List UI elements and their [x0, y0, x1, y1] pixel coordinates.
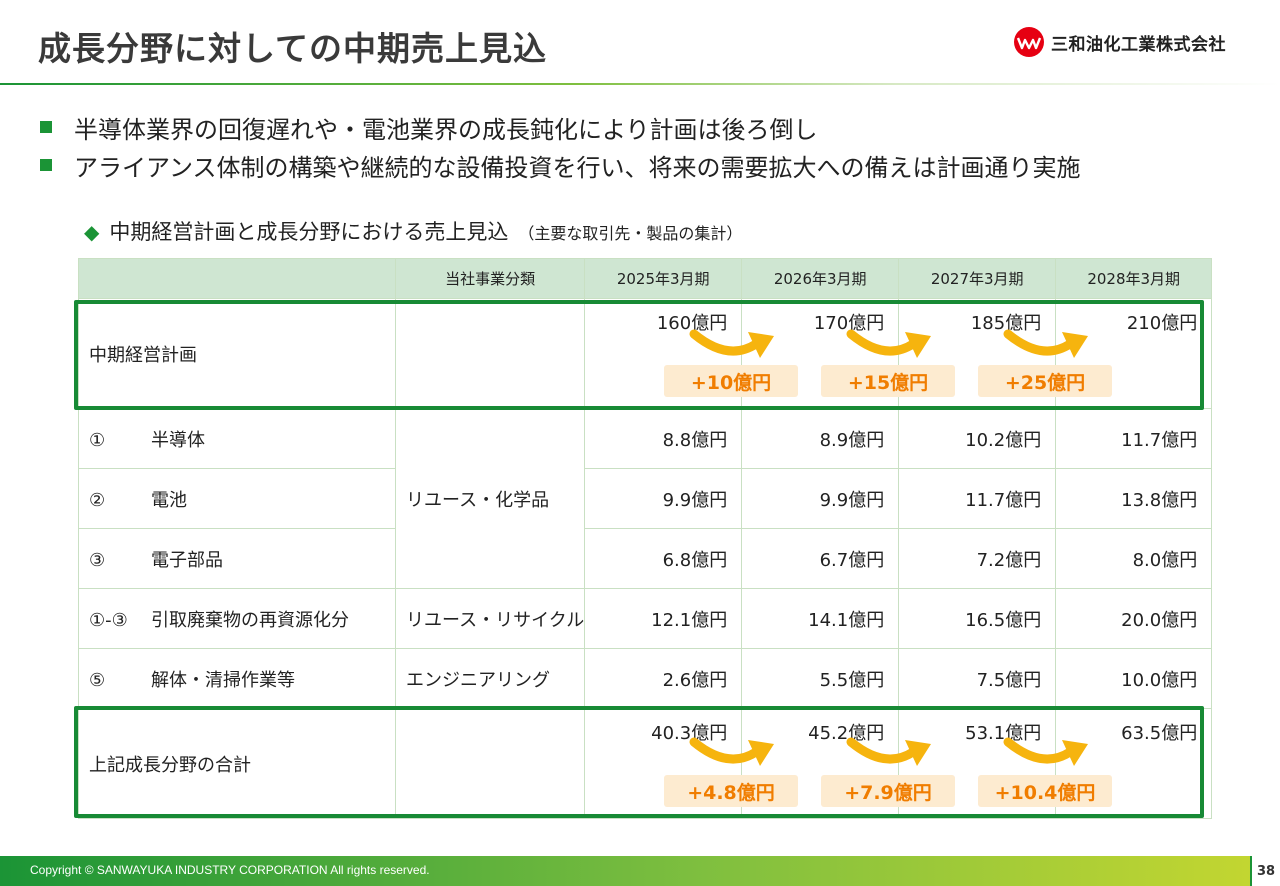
row-label: ① 半導体	[78, 408, 396, 469]
table-heading-note: （主要な取引先・製品の集計）	[518, 224, 743, 243]
square-bullet-icon	[40, 159, 52, 171]
table-heading: ◆ 中期経営計画と成長分野における売上見込 （主要な取引先・製品の集計）	[84, 216, 742, 246]
table-row: ① 半導体 リユース・化学品 8.8億円 8.9億円 10.2億円 11.7億円	[78, 408, 1213, 589]
value-cell: 20.0億円	[1055, 588, 1213, 649]
growth-arrow-icon	[689, 329, 774, 358]
value-cell: 10.2億円	[898, 408, 1057, 469]
total-category-cell	[394, 708, 586, 819]
growth-arrow-icon	[1003, 329, 1088, 358]
header-cell: 2026年3月期	[741, 258, 900, 299]
value-cell: 10.0億円	[1055, 648, 1213, 709]
total-row: 上記成長分野の合計 40.3億円 45.2億円 53.1億円 63.5億円	[78, 708, 1213, 819]
value-cell: 9.9億円	[584, 468, 743, 529]
company-name: 三和油化工業株式会社	[1051, 34, 1226, 55]
header-cell: 当社事業分類	[394, 258, 586, 299]
bullet-list: 半導体業界の回復遅れや・電池業界の成長鈍化により計画は後ろ倒し アライアンス体制…	[40, 108, 1081, 184]
company-logo: 三和油化工業株式会社	[1013, 26, 1226, 58]
row-name: 半導体	[151, 429, 205, 451]
row-name: 電子部品	[151, 549, 223, 571]
plan-delta-badge: +10億円	[664, 365, 798, 397]
page-title: 成長分野に対しての中期売上見込	[38, 29, 548, 68]
value-cell: 13.8億円	[1055, 468, 1213, 529]
plan-label: 中期経営計画	[78, 298, 396, 409]
value-cell: 7.5億円	[898, 648, 1057, 709]
table-row: ⑤ 解体・清掃作業等 エンジニアリング 2.6億円 5.5億円 7.5億円 10.…	[78, 648, 1213, 709]
row-label: ② 電池	[78, 468, 396, 529]
row-name: 電池	[151, 489, 187, 511]
plan-category-cell	[394, 298, 586, 409]
table-row: ② 電池 9.9億円 9.9億円 11.7億円 13.8億円	[78, 468, 1213, 529]
value-cell: 16.5億円	[898, 588, 1057, 649]
row-label: ①-③ 引取廃棄物の再資源化分	[78, 588, 396, 649]
growth-arrow-icon	[846, 737, 931, 766]
table-header-row: 当社事業分類 2025年3月期 2026年3月期 2027年3月期 2028年3…	[78, 258, 1213, 299]
value-cell: 8.9億円	[741, 408, 900, 469]
value-cell: 11.7億円	[1055, 408, 1213, 469]
bullet-item: アライアンス体制の構築や継続的な設備投資を行い、将来の需要拡大への備えは計画通り…	[40, 146, 1081, 184]
table-heading-text: 中期経営計画と成長分野における売上見込	[109, 220, 509, 244]
category-cell: リユース・リサイクル	[394, 588, 586, 649]
header-cell: 2025年3月期	[584, 258, 743, 299]
table-row: ①-③ 引取廃棄物の再資源化分 リユース・リサイクル 12.1億円 14.1億円 …	[78, 588, 1213, 649]
row-index: ①	[89, 429, 106, 451]
value-cell: 6.8億円	[584, 528, 743, 589]
header-cell: 2028年3月期	[1055, 258, 1213, 299]
copyright-text: Copyright © SANWAYUKA INDUSTRY CORPORATI…	[30, 863, 430, 877]
row-label: ③ 電子部品	[78, 528, 396, 589]
wave-logo-icon	[1014, 27, 1044, 57]
row-index: ①-③	[89, 609, 128, 631]
growth-arrow-icon	[846, 329, 931, 358]
title-divider	[0, 83, 1280, 85]
value-cell: 11.7億円	[898, 468, 1057, 529]
value-cell: 6.7億円	[741, 528, 900, 589]
row-index: ②	[89, 489, 106, 511]
value-cell: 2.6億円	[584, 648, 743, 709]
growth-arrow-icon	[689, 737, 774, 766]
header-cell: 2027年3月期	[898, 258, 1057, 299]
bullet-text: アライアンス体制の構築や継続的な設備投資を行い、将来の需要拡大への備えは計画通り…	[74, 153, 1081, 182]
value-cell: 9.9億円	[741, 468, 900, 529]
row-index: ③	[89, 549, 106, 571]
plan-delta-badge: +15億円	[821, 365, 955, 397]
bullet-item: 半導体業界の回復遅れや・電池業界の成長鈍化により計画は後ろ倒し	[40, 108, 1081, 146]
total-delta-badge: +10.4億円	[978, 775, 1112, 807]
value-cell: 12.1億円	[584, 588, 743, 649]
growth-arrow-icon	[1003, 737, 1088, 766]
row-name: 引取廃棄物の再資源化分	[151, 609, 349, 631]
value-cell: 8.0億円	[1055, 528, 1213, 589]
header-cell	[78, 258, 396, 299]
total-label: 上記成長分野の合計	[78, 708, 396, 819]
category-cell: エンジニアリング	[394, 648, 586, 709]
row-label: ⑤ 解体・清掃作業等	[78, 648, 396, 709]
square-bullet-icon	[40, 121, 52, 133]
total-delta-badge: +7.9億円	[821, 775, 955, 807]
bullet-text: 半導体業界の回復遅れや・電池業界の成長鈍化により計画は後ろ倒し	[74, 115, 818, 144]
plan-delta-badge: +25億円	[978, 365, 1112, 397]
value-cell: 7.2億円	[898, 528, 1057, 589]
footer-bar: Copyright © SANWAYUKA INDUSTRY CORPORATI…	[0, 856, 1280, 886]
diamond-icon: ◆	[84, 220, 100, 244]
value-cell: 14.1億円	[741, 588, 900, 649]
row-index: ⑤	[89, 669, 106, 691]
value-cell: 5.5億円	[741, 648, 900, 709]
table-row: ③ 電子部品 6.8億円 6.7億円 7.2億円 8.0億円	[78, 528, 1213, 589]
value-cell: 8.8億円	[584, 408, 743, 469]
page-number: 38	[1250, 856, 1280, 886]
total-delta-badge: +4.8億円	[664, 775, 798, 807]
category-cell: リユース・化学品	[394, 408, 586, 589]
row-name: 解体・清掃作業等	[151, 669, 295, 691]
